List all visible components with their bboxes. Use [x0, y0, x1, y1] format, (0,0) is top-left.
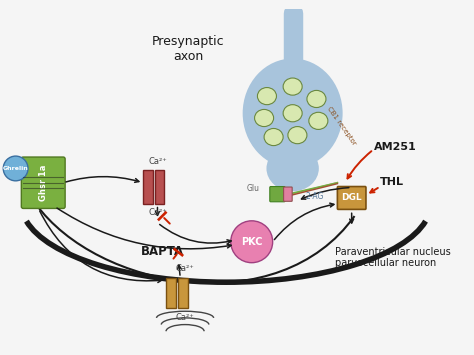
Text: Paraventricular nucleus
parvocellular neuron: Paraventricular nucleus parvocellular ne… [336, 246, 451, 268]
FancyArrowPatch shape [370, 188, 378, 192]
Text: Presynaptic
axon: Presynaptic axon [152, 35, 224, 63]
Ellipse shape [266, 146, 319, 191]
FancyArrowPatch shape [274, 203, 334, 240]
Ellipse shape [264, 129, 283, 146]
Ellipse shape [309, 112, 328, 130]
Text: THL: THL [380, 177, 404, 187]
Ellipse shape [243, 59, 343, 168]
FancyArrowPatch shape [173, 255, 177, 258]
FancyBboxPatch shape [166, 278, 175, 308]
FancyBboxPatch shape [283, 187, 292, 201]
FancyArrowPatch shape [177, 265, 181, 275]
Ellipse shape [283, 78, 302, 95]
Ellipse shape [288, 127, 307, 144]
Ellipse shape [307, 91, 326, 108]
Text: 2-AG: 2-AG [305, 192, 323, 201]
FancyArrowPatch shape [66, 177, 139, 182]
FancyBboxPatch shape [178, 278, 188, 308]
FancyBboxPatch shape [270, 186, 285, 202]
Text: Ghsr 1a: Ghsr 1a [39, 165, 48, 201]
FancyArrowPatch shape [347, 151, 372, 179]
Text: CB1 receptor: CB1 receptor [326, 106, 357, 147]
FancyBboxPatch shape [21, 157, 65, 208]
FancyArrowPatch shape [301, 188, 349, 199]
FancyArrowPatch shape [57, 208, 231, 249]
Text: Ca²⁺: Ca²⁺ [176, 264, 194, 273]
FancyBboxPatch shape [143, 170, 153, 204]
FancyArrowPatch shape [40, 211, 162, 283]
Text: Ca²⁺: Ca²⁺ [176, 313, 194, 322]
Text: Ca²⁺: Ca²⁺ [148, 157, 167, 165]
Ellipse shape [283, 105, 302, 122]
FancyBboxPatch shape [337, 186, 366, 209]
Ellipse shape [255, 109, 273, 127]
Text: Ca²⁺: Ca²⁺ [148, 208, 167, 218]
FancyArrowPatch shape [350, 213, 354, 223]
Ellipse shape [257, 88, 276, 105]
Text: BAPTA: BAPTA [141, 245, 184, 258]
Text: DGL: DGL [341, 193, 362, 202]
Circle shape [231, 221, 273, 263]
FancyArrowPatch shape [164, 218, 170, 224]
FancyArrowPatch shape [160, 224, 231, 244]
Text: AM251: AM251 [374, 142, 416, 152]
Text: PKC: PKC [241, 237, 263, 247]
Text: Ghrelin: Ghrelin [3, 166, 28, 171]
FancyBboxPatch shape [155, 170, 164, 204]
Circle shape [3, 156, 28, 181]
FancyArrowPatch shape [155, 207, 159, 215]
Text: Glu: Glu [246, 184, 259, 193]
